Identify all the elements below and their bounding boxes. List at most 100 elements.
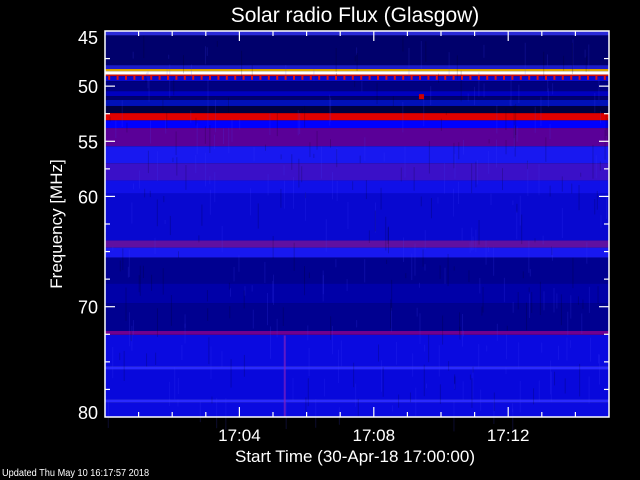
noise-streak (297, 110, 299, 136)
noise-streak (210, 346, 212, 380)
periodic-marker (402, 75, 405, 80)
noise-streak (488, 139, 490, 144)
noise-streak (505, 139, 507, 155)
frequency-band (105, 99, 609, 106)
noise-streak (223, 128, 225, 144)
frequency-band (105, 74, 609, 77)
noise-streak (552, 246, 554, 261)
noise-streak (493, 392, 495, 411)
noise-streak (264, 261, 266, 284)
noise-streak (419, 313, 421, 345)
periodic-marker (183, 75, 186, 80)
noise-streak (496, 105, 498, 134)
noise-streak (605, 112, 607, 136)
noise-streak (169, 381, 171, 407)
noise-streak (374, 210, 376, 232)
noise-streak (462, 330, 464, 337)
frequency-band (105, 91, 609, 97)
noise-streak (600, 215, 602, 228)
noise-streak (524, 42, 526, 75)
periodic-marker (477, 75, 480, 80)
noise-streak (550, 360, 552, 395)
axis-ticks: 17:04 17:08 17:12 45 50 55 60 70 80 (78, 28, 609, 445)
frequency-band (105, 240, 609, 248)
noise-streak (588, 286, 590, 313)
noise-streak (483, 83, 485, 98)
noise-streak (122, 248, 124, 271)
noise-streak (307, 378, 309, 407)
noise-streak (387, 227, 389, 244)
periodic-marker (133, 75, 136, 80)
noise-streak (305, 397, 307, 413)
x-tick-label: 17:04 (218, 426, 261, 445)
noise-streak (178, 251, 180, 258)
noise-streak (115, 120, 117, 139)
noise-streak (411, 253, 413, 281)
noise-streak (156, 308, 158, 337)
periodic-marker (545, 75, 547, 80)
noise-streak (549, 123, 551, 140)
noise-streak (528, 287, 530, 292)
noise-streak (356, 53, 358, 71)
periodic-marker (528, 75, 531, 80)
noise-streak (556, 293, 558, 309)
noise-streak (444, 163, 446, 194)
noise-streak (541, 342, 543, 353)
periodic-marker (108, 75, 111, 80)
noise-streak (409, 392, 411, 403)
noise-streak (552, 83, 554, 95)
noise-streak (518, 84, 520, 104)
noise-streak (128, 312, 130, 347)
noise-streak (157, 151, 159, 182)
periodic-marker (141, 75, 144, 80)
noise-streak (444, 267, 446, 285)
noise-streak (456, 55, 458, 80)
periodic-marker (259, 75, 262, 80)
frequency-band (105, 65, 609, 70)
noise-streak (390, 299, 392, 329)
noise-streak (331, 325, 333, 355)
frequency-band (105, 163, 609, 181)
periodic-marker (603, 75, 606, 80)
noise-streak (493, 398, 495, 424)
noise-streak (169, 215, 171, 236)
noise-streak (521, 214, 523, 245)
noise-streak (107, 400, 109, 428)
noise-streak (512, 408, 514, 431)
noise-streak (336, 147, 338, 160)
noise-streak (196, 123, 198, 155)
noise-streak (147, 150, 149, 174)
periodic-marker (368, 75, 371, 80)
noise-streak (378, 344, 380, 362)
noise-streak (207, 308, 209, 321)
noise-streak (402, 101, 404, 133)
frequency-band (105, 120, 609, 129)
noise-streak (597, 286, 599, 304)
noise-streak (132, 51, 134, 59)
noise-streak (563, 55, 565, 71)
noise-streak (121, 100, 123, 127)
noise-streak (519, 381, 521, 413)
noise-streak (468, 270, 470, 283)
noise-streak (381, 360, 383, 392)
noise-streak (517, 292, 519, 310)
y-tick-label: 55 (78, 132, 98, 152)
noise-streak (207, 78, 209, 112)
noise-streak (298, 158, 300, 188)
noise-streak (206, 47, 208, 56)
frequency-band (105, 369, 609, 400)
chart-title: Solar radio Flux (Glasgow) (231, 4, 480, 27)
noise-streak (558, 345, 560, 360)
periodic-marker (326, 75, 329, 80)
noise-streak (131, 325, 133, 351)
periodic-marker (116, 75, 119, 80)
noise-streak (241, 50, 243, 80)
noise-streak (594, 92, 596, 113)
noise-streak (280, 154, 282, 160)
y-axis-label: Frequency [MHz] (47, 159, 66, 288)
frequency-band (105, 76, 609, 82)
noise-streak (307, 325, 309, 341)
periodic-marker (234, 75, 237, 80)
periodic-marker (267, 75, 270, 80)
noise-streak (244, 286, 246, 296)
